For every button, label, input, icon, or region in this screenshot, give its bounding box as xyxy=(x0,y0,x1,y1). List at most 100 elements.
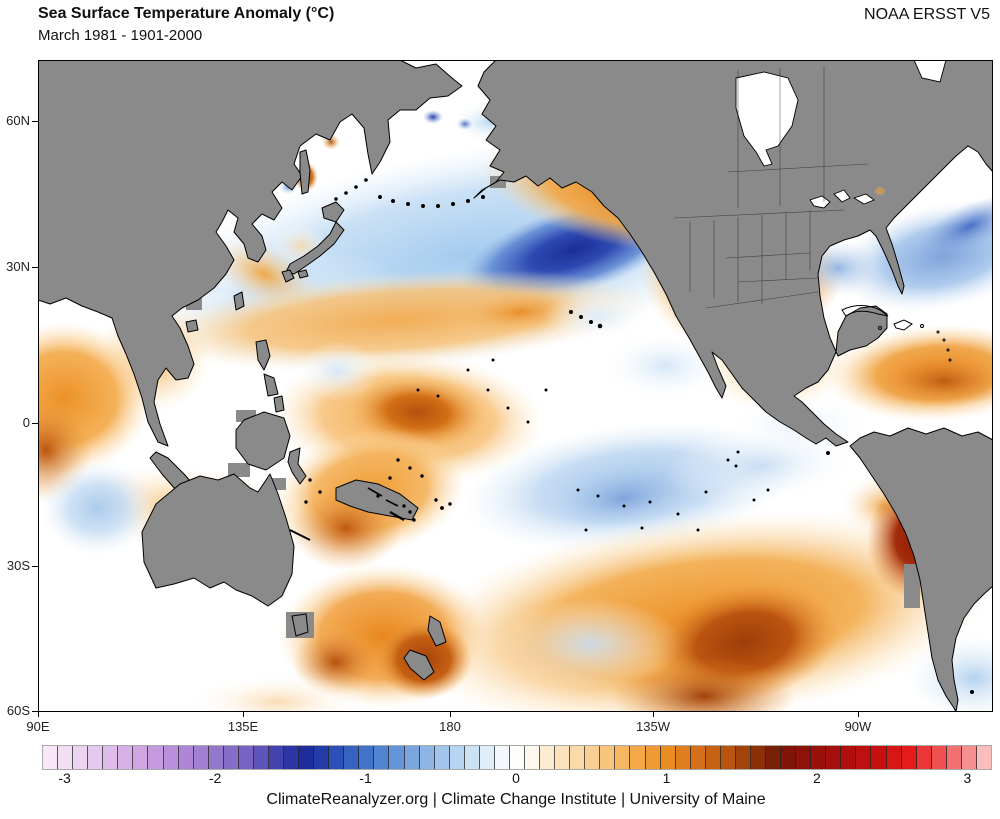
lon-tick-label: 90E xyxy=(26,719,50,734)
colorbar-cell xyxy=(193,746,209,769)
colorbar-cell xyxy=(419,746,435,769)
state-borders xyxy=(673,66,869,309)
land-hainan xyxy=(185,319,199,333)
land-sakhalin xyxy=(299,149,311,195)
land-south-america xyxy=(849,427,993,712)
colorbar-cell xyxy=(901,746,917,769)
colorbar-cell xyxy=(826,746,842,769)
colorbar-cell xyxy=(494,746,510,769)
colorbar-cell xyxy=(720,746,736,769)
colorbar-cell xyxy=(389,746,405,769)
land-luzon xyxy=(255,339,271,371)
lat-tick-label: 30S xyxy=(6,557,30,573)
colorbar-cell xyxy=(208,746,224,769)
land-asia xyxy=(38,60,463,447)
colorbar-cell xyxy=(73,746,89,769)
caribbean-islands xyxy=(841,305,952,362)
anomaly-great-lakes-warm-dot xyxy=(874,186,886,196)
colorbar-cell xyxy=(976,746,991,769)
colorbar-cell xyxy=(841,746,857,769)
lat-tick-label: 60S xyxy=(6,703,30,719)
colorbar-cell xyxy=(871,746,887,769)
lat-tick-label: 30N xyxy=(6,259,30,274)
kuril-islands xyxy=(334,178,368,201)
colorbar-cell xyxy=(284,746,300,769)
falkland-island xyxy=(970,690,974,694)
lat-tick-label: 60N xyxy=(6,113,30,129)
colorbar-cell xyxy=(781,746,797,769)
colorbar-cell xyxy=(178,746,194,769)
colorbar-cell xyxy=(434,746,450,769)
lake-superior xyxy=(809,195,831,209)
colorbar-cell xyxy=(705,746,721,769)
colorbar-cell xyxy=(58,746,74,769)
anomaly-nz-se-cool xyxy=(498,598,682,690)
polynesia-islands xyxy=(576,450,770,532)
colorbar-cell xyxy=(133,746,149,769)
colorbar-tick-label: 0 xyxy=(512,770,520,786)
melanesia-islands xyxy=(367,458,452,522)
land-australia xyxy=(141,473,295,607)
colorbar-cell xyxy=(88,746,104,769)
lon-tick-label: 135E xyxy=(227,719,259,734)
hawaiian-islands xyxy=(569,310,603,329)
land-new-guinea xyxy=(335,479,419,521)
colorbar-tick-label: 2 xyxy=(813,770,821,786)
dataset-label: NOAA ERSST V5 xyxy=(864,6,990,23)
colorbar-cell xyxy=(148,746,164,769)
credit-line: ClimateReanalyzer.org | Climate Change I… xyxy=(266,791,766,808)
colorbar-cell xyxy=(796,746,812,769)
colorbar-cell xyxy=(329,746,345,769)
colorbar-cell xyxy=(299,746,315,769)
colorbar-cell xyxy=(735,746,751,769)
colorbar-tick-label: -2 xyxy=(208,770,222,786)
lake-erie-ontario xyxy=(852,193,875,205)
galapagos-island xyxy=(826,451,830,455)
colorbar-cell xyxy=(946,746,962,769)
colorbar-cell xyxy=(374,746,390,769)
land-nz-south xyxy=(403,649,435,681)
aleutian-islands xyxy=(378,195,485,208)
anomaly-natl-coast-cold xyxy=(918,195,993,257)
colorbar-cell xyxy=(540,746,556,769)
colorbar-cell xyxy=(615,746,631,769)
anomaly-kuroshio-warm xyxy=(211,237,317,311)
land-borneo xyxy=(235,411,291,471)
colorbar-cell xyxy=(886,746,902,769)
colorbar-cell xyxy=(645,746,661,769)
map xyxy=(38,60,993,712)
lon-tick-label: 90W xyxy=(844,719,872,734)
colorbar-cell xyxy=(690,746,706,769)
baffin-notch xyxy=(913,60,947,83)
colorbar-cell xyxy=(525,746,541,769)
colorbar-cell xyxy=(118,746,134,769)
colorbar-tick-label: 3 xyxy=(963,770,972,786)
colorbar-cell xyxy=(238,746,254,769)
anomaly-spac-cool-east xyxy=(664,427,856,505)
colorbar-cell xyxy=(811,746,827,769)
anomaly-philippine-cool xyxy=(296,341,380,401)
micronesia-islands xyxy=(416,358,548,424)
lon-tick-mark xyxy=(857,712,859,717)
land-north-america xyxy=(473,60,993,447)
colorbar-tick-label: -3 xyxy=(58,770,71,786)
anomaly-aus-west-cool xyxy=(40,460,156,556)
colorbar-cell xyxy=(961,746,977,769)
land-layer xyxy=(38,60,993,712)
anomaly-caribbean-hot-core xyxy=(878,355,993,407)
land-tasmania xyxy=(291,613,309,637)
lon-tick-label: 135W xyxy=(636,719,670,734)
colorbar-cell xyxy=(509,746,525,769)
lat-tick-mark xyxy=(32,121,38,123)
colorbar-cell xyxy=(750,746,766,769)
map-border xyxy=(38,60,993,712)
colorbar xyxy=(42,745,992,770)
colorbar-cell xyxy=(479,746,495,769)
land-visayas xyxy=(263,373,279,397)
colorbar-cell xyxy=(570,746,586,769)
colorbar-cell xyxy=(555,746,571,769)
lat-tick-mark xyxy=(32,422,38,424)
colorbar-cell xyxy=(404,746,420,769)
anomaly-spac-cool-core xyxy=(552,466,696,530)
